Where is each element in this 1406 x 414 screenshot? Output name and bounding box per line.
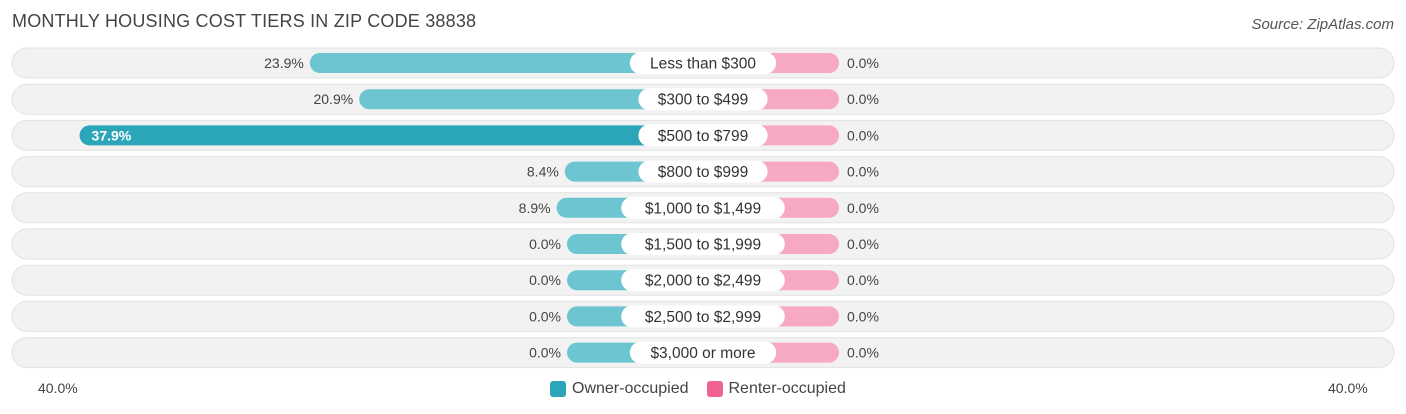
category-pill <box>638 124 768 147</box>
category-label: $1,500 to $1,999 <box>645 237 761 254</box>
renter-value-label: 0.0% <box>847 308 879 324</box>
legend-renter-label: Renter-occupied <box>728 380 846 397</box>
owner-value-label: 0.0% <box>529 272 561 288</box>
category-label: $2,500 to $2,999 <box>645 309 761 326</box>
source-label: Source: ZipAtlas.com <box>1251 16 1394 33</box>
renter-value-label: 0.0% <box>847 91 879 107</box>
category-label: $2,000 to $2,499 <box>645 273 761 290</box>
renter-value-label: 0.0% <box>847 236 879 252</box>
owner-bar <box>359 89 703 110</box>
renter-value-label: 0.0% <box>847 164 879 180</box>
category-pill <box>638 88 768 111</box>
owner-value-label: 23.9% <box>264 55 304 71</box>
renter-value-label: 0.0% <box>847 345 879 361</box>
legend-owner-label: Owner-occupied <box>572 380 689 397</box>
legend: Owner-occupied Renter-occupied <box>550 380 846 398</box>
category-label: $500 to $799 <box>658 128 749 145</box>
legend-renter-swatch <box>706 381 723 397</box>
renter-value-label: 0.0% <box>847 127 879 143</box>
owner-value-label: 37.9% <box>92 127 132 143</box>
category-pill <box>621 233 785 255</box>
renter-value-label: 0.0% <box>847 200 879 216</box>
owner-value-label: 0.0% <box>529 308 561 324</box>
owner-value-label: 0.0% <box>529 345 561 361</box>
legend-owner-swatch <box>550 381 566 397</box>
category-label: $1,000 to $1,499 <box>645 200 761 217</box>
category-label: $300 to $499 <box>658 92 749 109</box>
category-label: $3,000 or more <box>650 345 755 362</box>
category-pill <box>629 52 777 74</box>
owner-value-label: 8.4% <box>527 164 559 180</box>
axis-left-label: 40.0% <box>38 380 78 396</box>
category-label: Less than $300 <box>650 56 756 73</box>
renter-value-label: 0.0% <box>847 272 879 288</box>
category-pill <box>621 196 785 219</box>
owner-value-label: 0.0% <box>529 236 561 252</box>
legend-owner: Owner-occupied <box>550 380 689 398</box>
category-label: $800 to $999 <box>658 164 749 181</box>
legend-renter: Renter-occupied <box>706 380 846 398</box>
owner-bar <box>79 125 704 146</box>
category-pill <box>638 160 768 183</box>
renter-value-label: 0.0% <box>847 55 879 71</box>
owner-value-label: 8.9% <box>519 200 551 216</box>
axis-right-label: 40.0% <box>1328 380 1368 396</box>
owner-value-label: 20.9% <box>313 91 353 107</box>
owner-bar <box>309 53 703 73</box>
category-pill <box>629 341 777 364</box>
chart-title: MONTHLY HOUSING COST TIERS IN ZIP CODE 3… <box>12 11 477 31</box>
category-pill <box>621 305 785 328</box>
category-pill <box>621 269 785 292</box>
